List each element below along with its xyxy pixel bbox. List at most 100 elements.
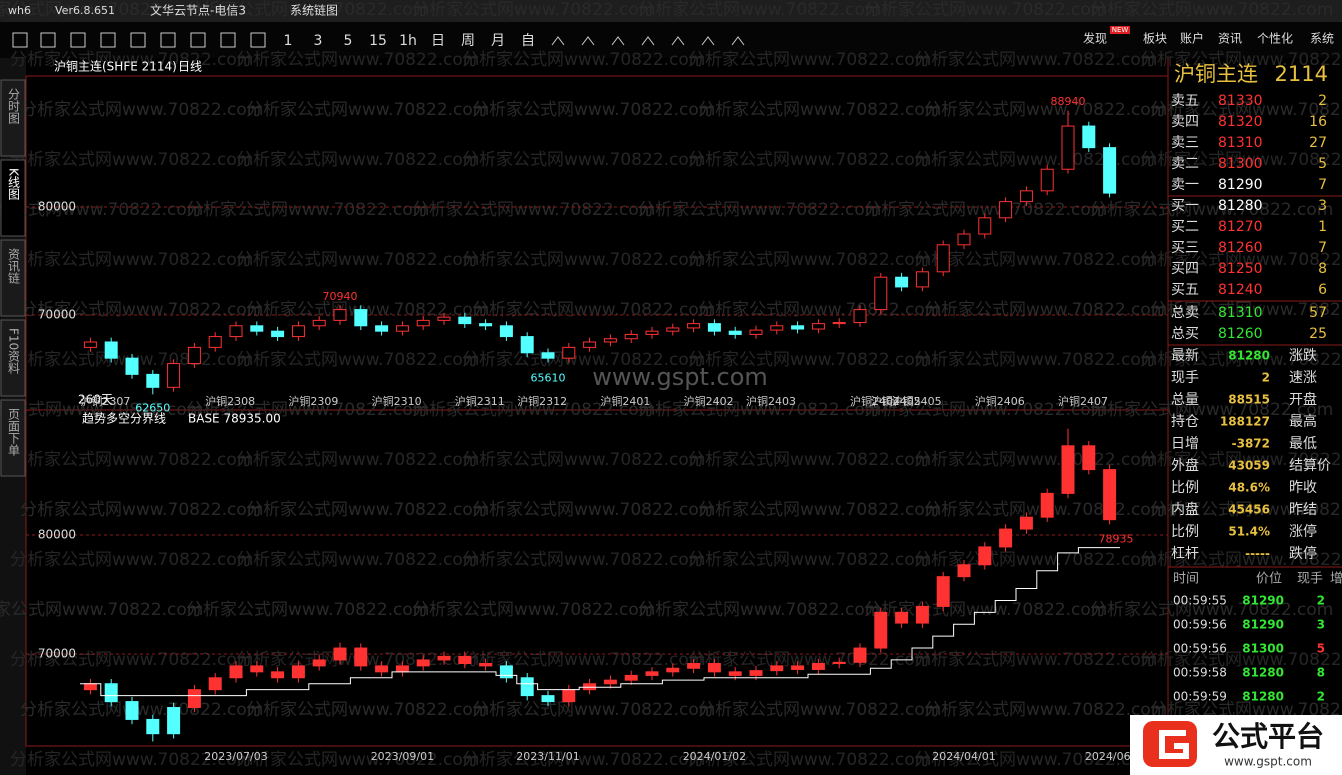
stat-right: 最低 [1289,436,1317,452]
trade-time: 00:59:58 [1173,666,1227,680]
watermark: 分析家公式网www.70822.com [698,100,941,120]
period-button[interactable]: 5 [344,33,353,49]
watermark: 分析家公式网www.70822.com [1090,0,1333,20]
watermark: 分析家公式网www.70822.com [1140,350,1342,370]
watermark: 分析家公式网www.70822.com [10,550,253,570]
toolbar-icon[interactable] [671,36,685,46]
watermark: 分析家公式网www.70822.com [864,0,1107,20]
candle-body [83,683,97,691]
toolbar-icon[interactable] [130,32,146,48]
book-qty: 3 [1318,198,1327,214]
date-label: 2024/04/01 [932,750,995,763]
side-tab[interactable] [0,319,26,397]
side-tab[interactable] [0,79,26,157]
side-tab[interactable] [0,399,26,477]
candle-body [208,336,222,348]
candle-body [936,244,950,273]
side-tab[interactable] [0,159,26,237]
trade-time: 00:59:55 [1173,594,1227,608]
watermark: 分析家公式网www.70822.com [638,400,881,420]
stat-label: 日增 [1171,436,1199,452]
toolbar-icon[interactable] [220,32,236,48]
stat-label: 总量 [1171,392,1199,408]
toolbar-icon[interactable] [611,36,625,46]
menu-item[interactable]: 账户 [1180,31,1204,46]
stat-value: ----- [1245,547,1270,561]
menu-item[interactable]: 个性化 [1257,32,1293,46]
side-tab-label[interactable]: 分时图 [7,88,21,124]
candle-body [104,341,118,359]
indicator-title[interactable]: 趋势多空分界线 [82,412,166,426]
candle-body [583,341,597,348]
menu-item[interactable]: 板块 [1143,32,1167,46]
candle-body [895,276,909,288]
period-button[interactable]: 月 [491,33,505,49]
watermark: 分析家公式网www.70822.com [186,600,429,620]
total-price: 81310 [1218,305,1263,321]
book-label: 卖二 [1171,156,1199,172]
book-label: 卖四 [1171,114,1199,130]
toolbar-icon[interactable] [12,32,28,48]
watermark: 分析家公式网www.70822.com [412,400,655,420]
candle-body [208,677,222,691]
trade-qty: 2 [1317,594,1325,608]
watermark: 分析家公式网www.70822.com [236,450,479,470]
candle-body [83,341,97,348]
toolbar-icon[interactable] [100,32,116,48]
stat-label: 持仓 [1171,414,1199,430]
stat-label: 比例 [1171,524,1199,540]
watermark: 分析家公式网www.70822.com [462,150,705,170]
trade-qty: 2 [1317,690,1325,704]
watermark: 分析家公式网www.70822.com [864,400,1107,420]
toolbar-icon[interactable] [70,32,86,48]
candle-body [458,316,472,325]
toolbar-icon[interactable] [551,36,565,46]
candle-body [520,336,534,354]
watermark: 分析家公式网www.70822.com [186,400,429,420]
side-tab-label[interactable]: K线图 [7,168,21,200]
candle-body [229,325,243,338]
candle-body [437,316,451,321]
period-button[interactable]: 自 [521,33,535,49]
side-tab-label[interactable]: 页面下单 [7,408,21,457]
period-button[interactable]: 1 [284,33,293,49]
candle-body [167,707,181,735]
period-button[interactable]: 1h [399,33,417,49]
book-price: 81280 [1218,198,1263,214]
contract-label: 沪铜2405 [892,394,942,408]
toolbar-icon[interactable] [701,36,715,46]
side-tab-label[interactable]: 资讯链 [7,248,21,284]
watermark: 分析家公式网www.70822.com [462,350,705,370]
toolbar-icon[interactable] [160,32,176,48]
period-select[interactable]: 日线 [178,60,202,74]
candle-body [999,201,1013,219]
side-tab-label[interactable]: F10资料 [7,328,21,374]
watermark: 分析家公式网www.70822.com [1140,650,1342,670]
side-tab[interactable] [0,239,26,317]
candle-body [1019,190,1033,203]
period-button[interactable]: 15 [369,33,387,49]
trade-time: 00:59:56 [1173,618,1227,632]
toolbar-icon[interactable] [581,36,595,46]
toolbar-icon[interactable] [731,36,745,46]
book-qty: 5 [1318,156,1327,172]
menu-item[interactable]: 资讯 [1218,32,1242,46]
stat-right: 涨跌 [1289,348,1317,364]
watermark: 分析家公式网www.70822.com [1150,300,1342,320]
candle-body [749,670,763,676]
trade-qty: 8 [1317,666,1325,680]
toolbar-icon[interactable] [641,36,655,46]
book-qty: 8 [1318,261,1327,277]
period-button[interactable]: 3 [314,33,323,49]
toolbar-icon[interactable] [190,32,206,48]
toolbar-icon[interactable] [40,32,56,48]
menu-item[interactable]: 系统 [1310,32,1334,46]
period-button[interactable]: 周 [461,33,475,49]
contract-label: 沪铜2406 [975,394,1025,408]
period-button[interactable]: 日 [431,33,445,49]
menu-item[interactable]: 发现 [1083,31,1107,46]
candle-body [999,528,1013,548]
watermark: 分析家公式网www.70822.com [914,150,1157,170]
trade-price: 81290 [1242,594,1284,608]
toolbar-icon[interactable] [250,32,266,48]
